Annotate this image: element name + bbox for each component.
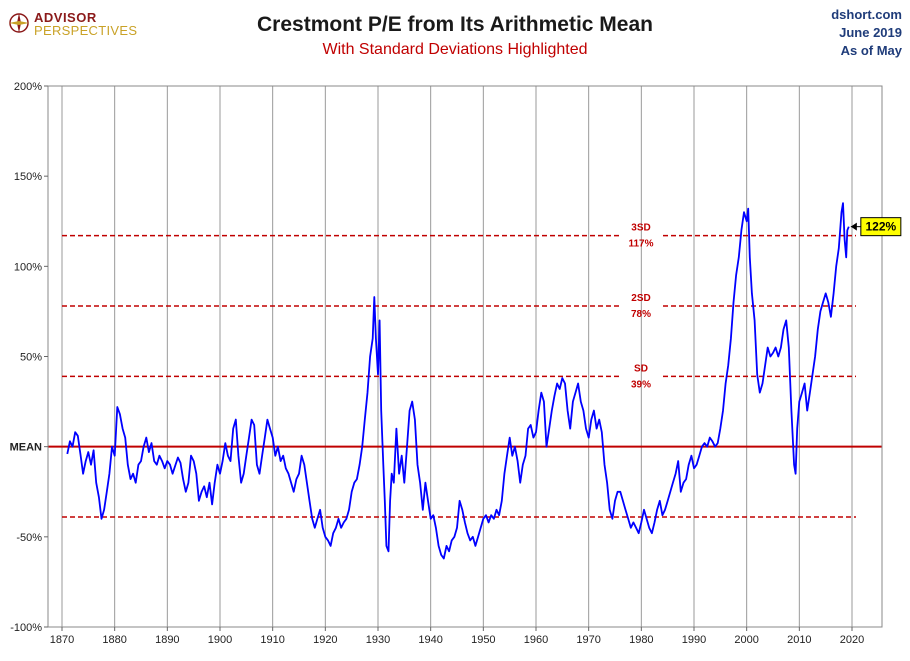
y-tick-label: 200% [14, 81, 42, 93]
callout-arrowhead [850, 222, 857, 231]
sd-value-label: 117% [628, 239, 653, 250]
reference-lines [48, 234, 882, 518]
logo-text-bottom: PERSPECTIVES [34, 23, 138, 38]
x-tick-label: 1900 [208, 634, 232, 646]
sd-label: 3SD [631, 223, 650, 234]
x-tick-label: 2010 [787, 634, 811, 646]
x-tick-label: 1980 [629, 634, 653, 646]
chart-subtitle: With Standard Deviations Highlighted [322, 41, 588, 58]
sd-value-label: 78% [631, 309, 651, 320]
x-tick-label: 1920 [313, 634, 337, 646]
source-block: dshort.com June 2019 As of May [831, 6, 902, 60]
as-of-text: As of May [840, 43, 902, 58]
axes [44, 85, 883, 631]
chart-title: Crestmont P/E from Its Arithmetic Mean [257, 13, 653, 36]
latest-value-callout: 122% [850, 217, 902, 237]
x-tick-label: 1930 [366, 634, 390, 646]
x-tick-label: 2000 [734, 634, 758, 646]
x-tick-label: 1870 [50, 634, 74, 646]
advisor-perspectives-logo: ADVISOR PERSPECTIVES [8, 8, 148, 38]
series-layer [66, 202, 850, 560]
y-tick-label: 100% [14, 261, 42, 273]
x-tick-label: 1910 [260, 634, 284, 646]
x-tick-label: 1970 [576, 634, 600, 646]
x-tick-label: 1890 [155, 634, 179, 646]
x-tick-label: 1880 [102, 634, 126, 646]
x-tick-label: 1990 [682, 634, 706, 646]
sd-value-label: 39% [631, 379, 651, 390]
y-tick-label: -50% [16, 532, 42, 544]
logo-text-top: ADVISOR [34, 10, 97, 25]
callout-label: 122% [865, 220, 896, 234]
sd-label: SD [634, 363, 648, 374]
y-tick-label: -100% [10, 622, 42, 634]
x-tick-label: 1950 [471, 634, 495, 646]
callout-box [860, 217, 902, 237]
y-tick-label: 50% [20, 352, 42, 364]
compass-icon [9, 13, 29, 33]
y-tick-label: 150% [14, 171, 42, 183]
grid-lines [61, 86, 853, 627]
series-line [66, 202, 850, 560]
sd-label: 2SD [631, 293, 650, 304]
x-tick-label: 2020 [840, 634, 864, 646]
tick-labels: 1870 1880 1890 1900 1910 1920 1930 1940 1950 1960… [10, 81, 865, 646]
date-text: June 2019 [839, 25, 902, 40]
mean-label: MEAN [10, 442, 42, 454]
x-tick-label: 1960 [524, 634, 548, 646]
source-text: dshort.com [831, 7, 902, 22]
x-tick-label: 1940 [418, 634, 442, 646]
